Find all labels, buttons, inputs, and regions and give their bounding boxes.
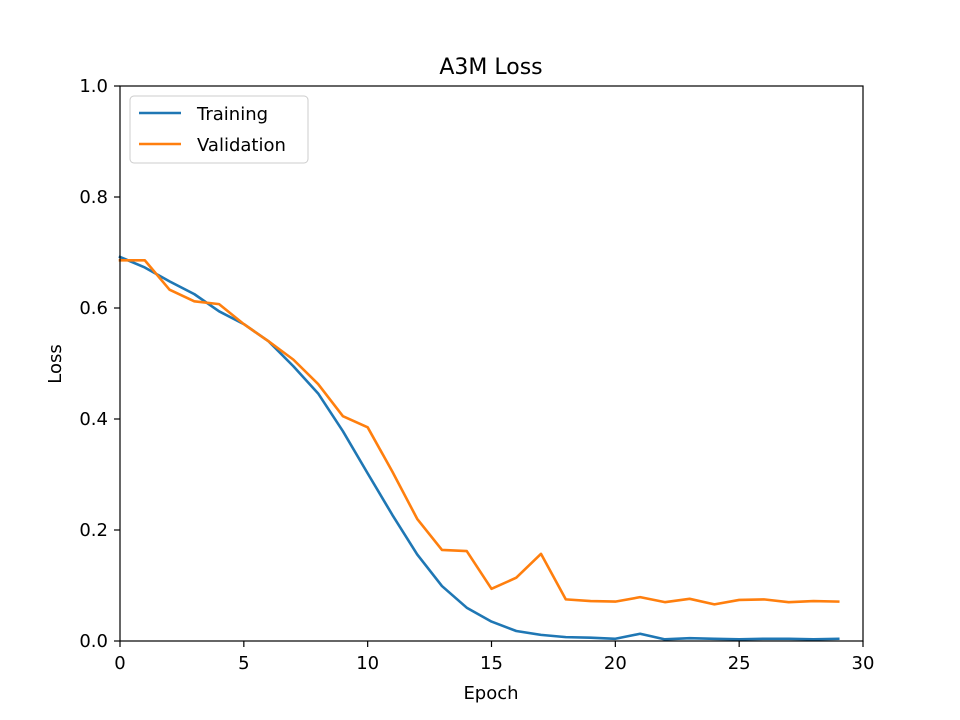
x-axis-label: Epoch — [463, 683, 518, 704]
plot-frame — [119, 85, 864, 642]
legend: Training Validation — [129, 95, 309, 164]
x-tick-label: 25 — [728, 653, 751, 674]
x-tick-label: 20 — [604, 653, 627, 674]
x-axis-ticks: 0 5 10 15 20 25 30 — [114, 641, 874, 674]
x-tick-label: 30 — [852, 653, 875, 674]
series-line-validation — [118, 258, 840, 606]
series-layer — [118, 255, 840, 641]
series-line-training — [118, 255, 840, 641]
y-tick-label: 0.4 — [79, 409, 108, 430]
legend-label-training: Training — [196, 104, 268, 125]
x-tick-label: 10 — [356, 653, 379, 674]
legend-label-validation: Validation — [197, 135, 286, 156]
y-axis-ticks: 0.0 0.2 0.4 0.6 0.8 1.0 — [79, 76, 120, 652]
chart-title: A3M Loss — [439, 55, 542, 80]
y-tick-label: 0.2 — [79, 520, 108, 541]
y-tick-label: 0.0 — [79, 631, 108, 652]
y-tick-label: 0.6 — [79, 298, 108, 319]
x-tick-label: 15 — [480, 653, 503, 674]
x-tick-label: 5 — [238, 653, 249, 674]
x-tick-label: 0 — [114, 653, 125, 674]
y-tick-label: 0.8 — [79, 187, 108, 208]
y-tick-label: 1.0 — [79, 76, 108, 97]
y-axis-label: Loss — [45, 344, 66, 383]
